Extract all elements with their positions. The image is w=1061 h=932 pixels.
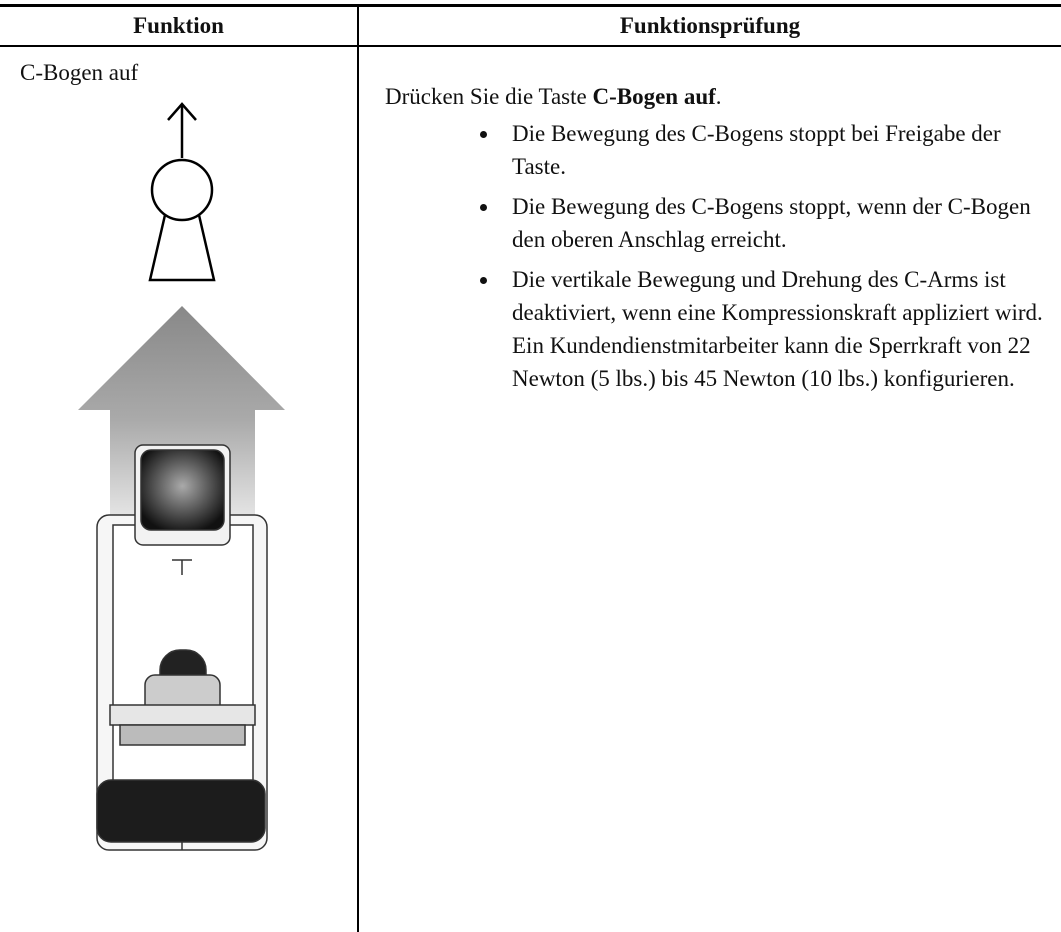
intro: Drücken Sie die Taste C-Bogen auf.: [385, 80, 1045, 113]
function-name: C-Bogen auf: [20, 60, 139, 85]
bullet-item: Die Bewegung des C-Bogens stoppt, wenn d…: [500, 190, 1045, 256]
header-border: [0, 45, 1061, 47]
header-cell: Funktionsprüfung: [619, 13, 801, 38]
bullet-list: Die Bewegung des C-Bogens stoppt bei Fre…: [385, 117, 1045, 395]
table-border: [0, 4, 1061, 7]
intro-text: .: [715, 84, 722, 109]
bullet-item: Die vertikale Bewegung und Drehung des C…: [500, 263, 1045, 395]
header-cell: Funktion: [133, 13, 224, 38]
column-divider: [357, 4, 359, 932]
button-name: C-Bogen auf: [592, 84, 716, 109]
intro-text: Drücken Sie die Taste: [385, 84, 593, 109]
function-check: Drücken Sie die Taste C-Bogen auf. Die B…: [385, 80, 1045, 402]
illustration: [78, 102, 285, 851]
bullet-item: Die Bewegung des C-Bogens stoppt bei Fre…: [500, 117, 1045, 183]
